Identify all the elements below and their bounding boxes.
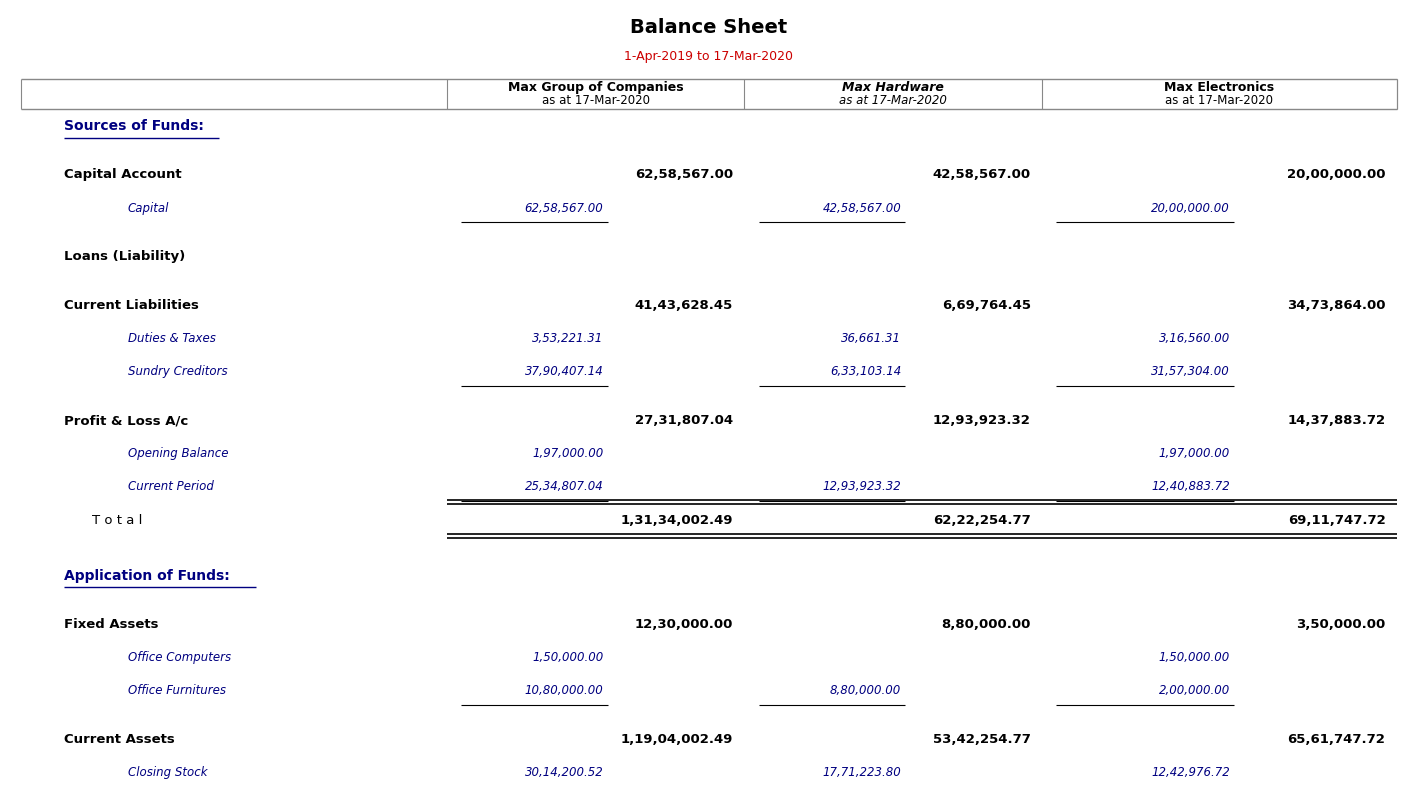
Text: 27,31,807.04: 27,31,807.04 xyxy=(635,414,733,427)
Text: 6,69,764.45: 6,69,764.45 xyxy=(942,299,1031,312)
Text: Max Group of Companies: Max Group of Companies xyxy=(508,80,683,94)
Text: 12,93,923.32: 12,93,923.32 xyxy=(933,414,1031,427)
Text: 10,80,000.00: 10,80,000.00 xyxy=(525,684,604,697)
Text: Office Furnitures: Office Furnitures xyxy=(128,684,225,697)
Text: 62,58,567.00: 62,58,567.00 xyxy=(525,202,604,214)
Text: 31,57,304.00: 31,57,304.00 xyxy=(1151,366,1229,378)
Text: Sources of Funds:: Sources of Funds: xyxy=(64,119,204,133)
Text: 12,30,000.00: 12,30,000.00 xyxy=(635,618,733,631)
Text: 12,93,923.32: 12,93,923.32 xyxy=(822,481,902,493)
Text: as at 17-Mar-2020: as at 17-Mar-2020 xyxy=(839,94,947,107)
Text: Max Electronics: Max Electronics xyxy=(1164,80,1275,94)
Text: Capital: Capital xyxy=(128,202,169,214)
Text: Balance Sheet: Balance Sheet xyxy=(631,18,787,37)
Text: 37,90,407.14: 37,90,407.14 xyxy=(525,366,604,378)
Text: Fixed Assets: Fixed Assets xyxy=(64,618,159,631)
Text: 8,80,000.00: 8,80,000.00 xyxy=(942,618,1031,631)
Text: 41,43,628.45: 41,43,628.45 xyxy=(635,299,733,312)
Text: 1,97,000.00: 1,97,000.00 xyxy=(1159,448,1229,460)
Text: 42,58,567.00: 42,58,567.00 xyxy=(822,202,902,214)
Text: Capital Account: Capital Account xyxy=(64,169,182,181)
Text: 1,31,34,002.49: 1,31,34,002.49 xyxy=(621,514,733,526)
Text: 8,80,000.00: 8,80,000.00 xyxy=(830,684,902,697)
Text: 53,42,254.77: 53,42,254.77 xyxy=(933,733,1031,746)
Text: as at 17-Mar-2020: as at 17-Mar-2020 xyxy=(542,94,649,107)
Text: 1-Apr-2019 to 17-Mar-2020: 1-Apr-2019 to 17-Mar-2020 xyxy=(624,50,794,63)
Text: 14,37,883.72: 14,37,883.72 xyxy=(1288,414,1385,427)
Text: Opening Balance: Opening Balance xyxy=(128,448,228,460)
Text: 12,42,976.72: 12,42,976.72 xyxy=(1151,766,1229,779)
Text: Office Computers: Office Computers xyxy=(128,651,231,664)
Text: 65,61,747.72: 65,61,747.72 xyxy=(1288,733,1385,746)
Text: T o t a l: T o t a l xyxy=(92,514,143,526)
Text: 2,00,000.00: 2,00,000.00 xyxy=(1159,684,1229,697)
Text: 1,50,000.00: 1,50,000.00 xyxy=(532,651,604,664)
Text: 17,71,223.80: 17,71,223.80 xyxy=(822,766,902,779)
Text: 36,661.31: 36,661.31 xyxy=(841,333,902,345)
Text: Current Liabilities: Current Liabilities xyxy=(64,299,199,312)
Text: Sundry Creditors: Sundry Creditors xyxy=(128,366,227,378)
Text: 3,53,221.31: 3,53,221.31 xyxy=(532,333,604,345)
Text: 62,22,254.77: 62,22,254.77 xyxy=(933,514,1031,526)
Text: Application of Funds:: Application of Funds: xyxy=(64,569,230,582)
Text: 34,73,864.00: 34,73,864.00 xyxy=(1288,299,1385,312)
Text: Closing Stock: Closing Stock xyxy=(128,766,207,779)
Text: 6,33,103.14: 6,33,103.14 xyxy=(830,366,902,378)
Text: 1,97,000.00: 1,97,000.00 xyxy=(532,448,604,460)
Text: 1,50,000.00: 1,50,000.00 xyxy=(1159,651,1229,664)
Text: 25,34,807.04: 25,34,807.04 xyxy=(525,481,604,493)
Text: 20,00,000.00: 20,00,000.00 xyxy=(1288,169,1385,181)
Text: Current Period: Current Period xyxy=(128,481,214,493)
Text: Profit & Loss A/c: Profit & Loss A/c xyxy=(64,414,189,427)
Text: Loans (Liability): Loans (Liability) xyxy=(64,251,186,263)
Text: 42,58,567.00: 42,58,567.00 xyxy=(933,169,1031,181)
Text: 62,58,567.00: 62,58,567.00 xyxy=(635,169,733,181)
Text: 69,11,747.72: 69,11,747.72 xyxy=(1288,514,1385,526)
Text: 30,14,200.52: 30,14,200.52 xyxy=(525,766,604,779)
Text: 3,16,560.00: 3,16,560.00 xyxy=(1159,333,1229,345)
Text: 3,50,000.00: 3,50,000.00 xyxy=(1296,618,1385,631)
Text: as at 17-Mar-2020: as at 17-Mar-2020 xyxy=(1166,94,1273,107)
Text: Duties & Taxes: Duties & Taxes xyxy=(128,333,216,345)
Text: 20,00,000.00: 20,00,000.00 xyxy=(1151,202,1229,214)
Text: Current Assets: Current Assets xyxy=(64,733,174,746)
Text: 12,40,883.72: 12,40,883.72 xyxy=(1151,481,1229,493)
Text: 1,19,04,002.49: 1,19,04,002.49 xyxy=(621,733,733,746)
Text: Max Hardware: Max Hardware xyxy=(842,80,944,94)
